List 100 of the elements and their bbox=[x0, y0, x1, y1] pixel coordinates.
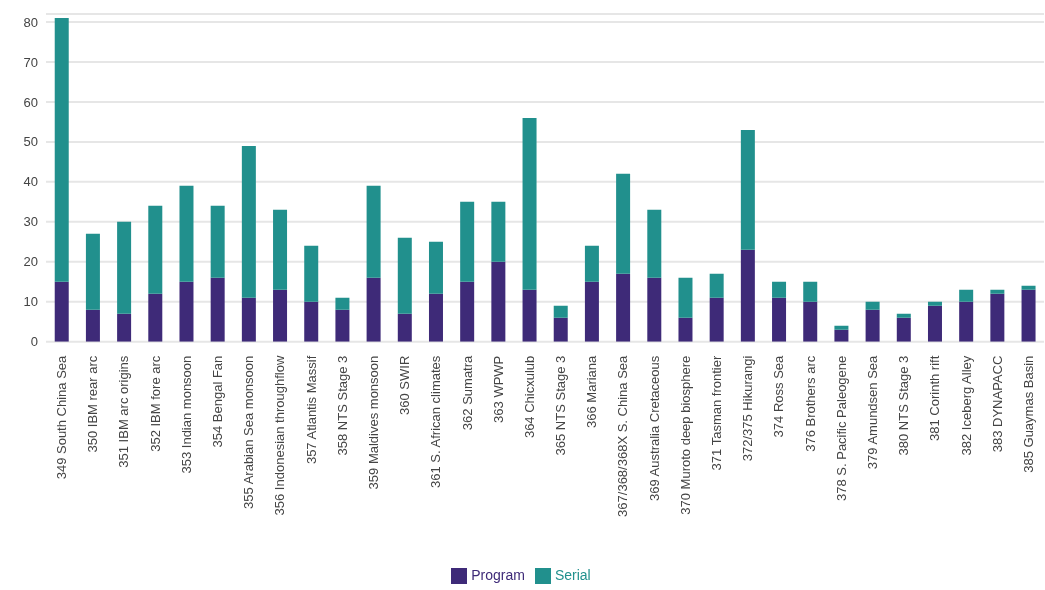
x-tick-label: 354 Bengal Fan bbox=[210, 355, 226, 448]
bar bbox=[803, 281, 818, 302]
y-tick-label: 70 bbox=[23, 54, 38, 70]
bar bbox=[678, 277, 693, 318]
x-tick-label: 379 Amundsen Sea bbox=[864, 354, 880, 470]
x-tick-label: 358 NTS Stage 3 bbox=[334, 355, 350, 456]
bar bbox=[117, 313, 132, 342]
x-tick-label: 372/375 Hikurangi bbox=[740, 355, 756, 462]
bar bbox=[366, 185, 381, 278]
bar bbox=[85, 233, 100, 310]
x-tick-label: 361 S. African climates bbox=[428, 355, 444, 488]
y-tick-label: 50 bbox=[23, 134, 38, 150]
bar bbox=[584, 281, 599, 342]
x-tick-label: 363 WPWP bbox=[490, 355, 506, 423]
bar bbox=[772, 297, 787, 342]
y-tick-label: 60 bbox=[23, 94, 38, 110]
x-tick-label: 370 Muroto deep biosphere bbox=[677, 355, 693, 515]
bar bbox=[803, 301, 818, 342]
bar bbox=[491, 261, 506, 342]
x-tick-label: 353 Indian monsoon bbox=[178, 355, 194, 474]
bar bbox=[616, 273, 631, 342]
bar bbox=[397, 237, 412, 314]
y-tick-label: 30 bbox=[23, 214, 38, 230]
x-tick-label: 376 Brothers arc bbox=[802, 355, 818, 452]
bar bbox=[397, 313, 412, 342]
bar bbox=[460, 201, 475, 282]
x-tick-label: 380 NTS Stage 3 bbox=[896, 355, 912, 456]
y-tick-label: 20 bbox=[23, 254, 38, 270]
x-tick-label: 367/368/368X S. China Sea bbox=[615, 354, 631, 517]
bar bbox=[428, 293, 443, 342]
y-tick-label: 80 bbox=[23, 14, 38, 30]
bar bbox=[990, 293, 1005, 342]
bar bbox=[273, 289, 288, 342]
x-tick-label: 350 IBM rear arc bbox=[85, 355, 101, 453]
x-tick-label: 364 Chicxulub bbox=[521, 355, 537, 439]
bar bbox=[865, 301, 880, 310]
bar bbox=[85, 309, 100, 342]
bar bbox=[709, 273, 724, 298]
x-tick-label: 359 Maldives monsoon bbox=[365, 355, 381, 490]
x-tick-label: 362 Sumatra bbox=[459, 354, 475, 431]
y-tick-label: 10 bbox=[23, 294, 38, 310]
bar bbox=[616, 173, 631, 274]
bar bbox=[522, 289, 537, 342]
bar bbox=[959, 301, 974, 342]
bar bbox=[678, 317, 693, 342]
bar bbox=[772, 281, 787, 298]
bar bbox=[335, 297, 350, 310]
x-tick-label: 385 Guaymas Basin bbox=[1020, 355, 1036, 473]
bar bbox=[210, 205, 225, 278]
x-tick-label: 357 Atlantis Massif bbox=[303, 355, 319, 465]
legend-label: Serial bbox=[554, 566, 591, 583]
x-tick-label: 378 S. Pacific Paleogene bbox=[833, 355, 849, 501]
bar bbox=[959, 289, 974, 302]
bar bbox=[522, 117, 537, 290]
x-tick-label: 374 Ross Sea bbox=[771, 354, 787, 438]
x-tick-label: 360 SWIR bbox=[397, 355, 413, 415]
bar bbox=[740, 249, 755, 342]
bar bbox=[834, 329, 849, 342]
bar bbox=[553, 305, 568, 318]
x-tick-label: 382 Iceberg Alley bbox=[958, 355, 974, 456]
x-tick-label: 356 Indonesian throughflow bbox=[272, 355, 288, 516]
bar bbox=[428, 241, 443, 294]
bar bbox=[647, 209, 662, 278]
x-tick-label: 381 Corinth rift bbox=[927, 355, 943, 441]
bar bbox=[179, 185, 194, 282]
bar bbox=[834, 325, 849, 330]
bar bbox=[709, 297, 724, 342]
legend-label: Program bbox=[471, 566, 525, 583]
bar bbox=[584, 245, 599, 282]
bar bbox=[273, 209, 288, 290]
bar bbox=[740, 129, 755, 250]
x-tick-label: 369 Australia Cretaceous bbox=[646, 355, 662, 501]
bar bbox=[491, 201, 506, 262]
bar bbox=[896, 313, 911, 318]
bar bbox=[335, 309, 350, 342]
bar bbox=[148, 205, 163, 294]
bar bbox=[117, 221, 132, 314]
bar bbox=[148, 293, 163, 342]
x-tick-label: 355 Arabian Sea monsoon bbox=[241, 355, 257, 509]
bar bbox=[553, 317, 568, 342]
bar bbox=[241, 297, 256, 342]
bar bbox=[304, 301, 319, 342]
y-tick-label: 40 bbox=[23, 174, 38, 190]
x-tick-label: 383 DYNAPACC bbox=[989, 355, 1005, 453]
bar bbox=[927, 301, 942, 306]
x-tick-label: 352 IBM fore arc bbox=[147, 355, 163, 452]
y-tick-label: 0 bbox=[30, 334, 38, 350]
bar bbox=[241, 145, 256, 298]
bar bbox=[927, 305, 942, 342]
bar bbox=[1021, 285, 1036, 290]
bar bbox=[460, 281, 475, 342]
bar bbox=[990, 289, 1005, 294]
bar bbox=[647, 277, 662, 342]
x-tick-label: 351 IBM arc origins bbox=[116, 355, 132, 468]
bar bbox=[896, 317, 911, 342]
x-tick-label: 366 Mariana bbox=[584, 354, 600, 428]
bar bbox=[366, 277, 381, 342]
x-tick-label: 371 Tasman frontier bbox=[709, 355, 725, 471]
x-tick-label: 349 South China Sea bbox=[54, 354, 70, 480]
bar bbox=[54, 281, 69, 342]
